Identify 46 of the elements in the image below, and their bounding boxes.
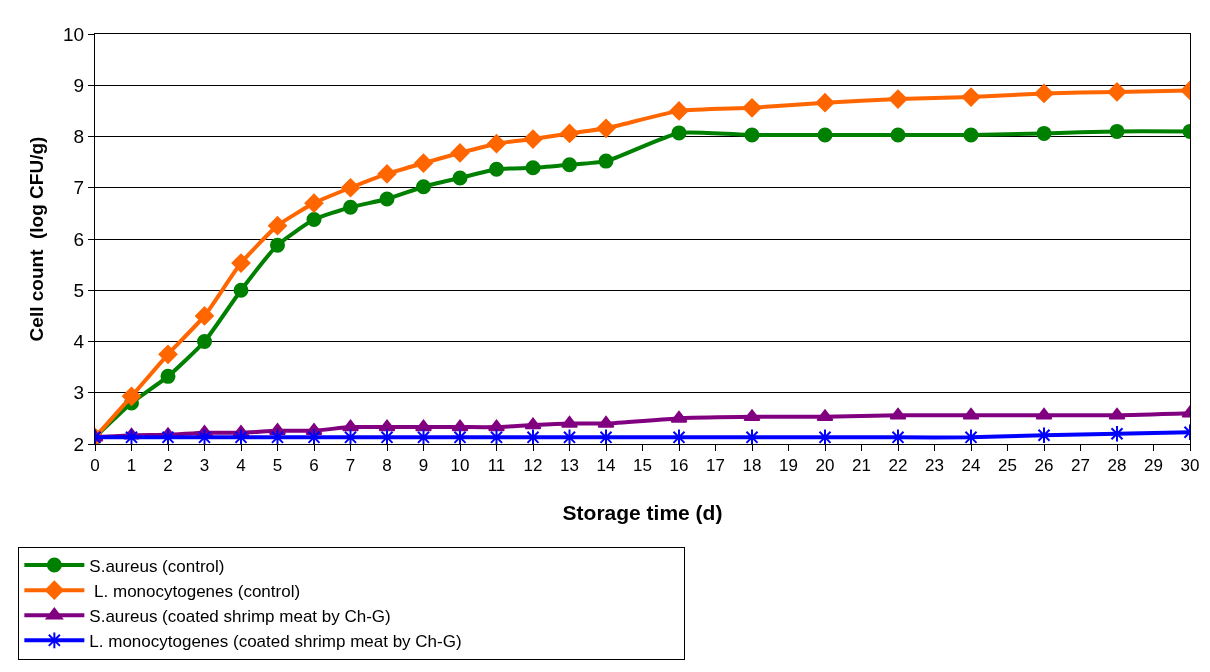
legend-label: L. monocytogenes (control) [89, 581, 301, 601]
x-tick-label: 4 [236, 456, 246, 476]
x-tick-label: 1 [126, 456, 137, 476]
y-tick-label: 3 [73, 382, 85, 404]
x-tick-label: 15 [633, 456, 652, 476]
x-tick-label: 12 [523, 456, 543, 476]
y-tick-label: 7 [73, 177, 85, 199]
x-tick-label: 22 [888, 456, 908, 476]
y-tick-label: 5 [73, 279, 85, 301]
x-tick-label: 26 [1034, 456, 1054, 476]
x-axis-title: Storage time (d) [562, 500, 723, 524]
x-tick-label: 21 [852, 456, 871, 476]
x-tick-label: 14 [596, 456, 616, 476]
x-tick-label: 10 [450, 456, 470, 476]
x-tick-label: 9 [418, 456, 429, 476]
y-axis-title: Cell count (log CFU/g) [25, 136, 47, 342]
legend-label: L. monocytogenes (coated shrimp meat by Ch-G) [89, 631, 462, 651]
x-tick-label: 23 [925, 456, 944, 476]
y-tick-label: 6 [73, 228, 85, 250]
x-tick-label: 6 [309, 456, 319, 476]
x-tick-label: 27 [1071, 456, 1090, 476]
x-tick-label: 19 [779, 456, 798, 476]
x-tick-label: 13 [560, 456, 579, 476]
x-tick-label: 7 [345, 456, 356, 476]
x-tick-label: 29 [1144, 456, 1163, 476]
x-tick-label: 16 [669, 456, 689, 476]
x-tick-label: 30 [1180, 456, 1200, 476]
x-tick-label: 18 [742, 456, 762, 476]
x-tick-label: 8 [382, 456, 392, 476]
y-tick-label: 9 [73, 74, 85, 96]
x-tick-label: 24 [961, 456, 981, 476]
x-tick-label: 2 [163, 456, 173, 476]
x-tick-label: 20 [815, 456, 835, 476]
x-tick-label: 11 [487, 456, 506, 476]
x-tick-label: 5 [272, 456, 283, 476]
legend-label: S.aureus (control) [89, 556, 225, 576]
y-tick-label: 8 [73, 126, 85, 148]
x-tick-label: 25 [998, 456, 1017, 476]
x-tick-label: 17 [706, 456, 725, 476]
y-tick-label: 2 [73, 433, 85, 455]
x-tick-label: 3 [199, 456, 210, 476]
x-tick-label: 28 [1107, 456, 1127, 476]
y-tick-label: 4 [73, 331, 85, 353]
legend-label: S.aureus (coated shrimp meat by Ch-G) [89, 606, 391, 626]
x-tick-label: 0 [90, 456, 100, 476]
y-tick-label: 10 [63, 23, 85, 45]
